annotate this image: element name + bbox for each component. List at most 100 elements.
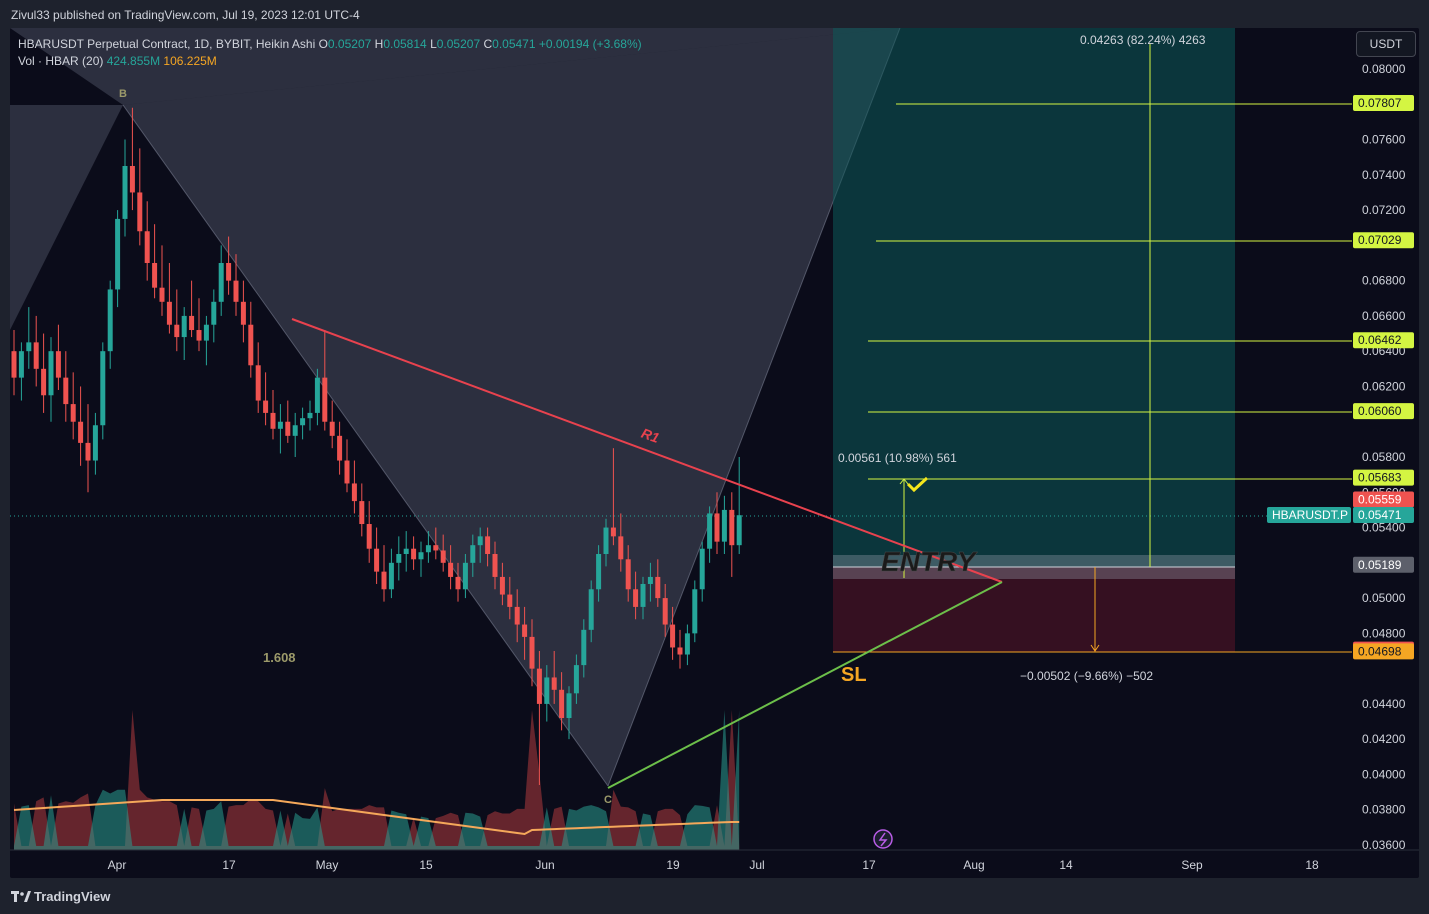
- candle-body: [477, 536, 483, 546]
- symbol-tag-label: HBARUSDT.P: [1272, 508, 1348, 522]
- candle-body: [248, 324, 254, 366]
- brand-name[interactable]: TradingView: [34, 889, 111, 904]
- pattern-point-b: B: [119, 88, 127, 100]
- candle-body: [455, 576, 461, 590]
- price-tag: [1353, 507, 1414, 524]
- currency-button[interactable]: USDT: [1356, 31, 1416, 57]
- candle-body: [70, 404, 76, 422]
- candle-body: [492, 554, 498, 577]
- candle-body: [366, 524, 372, 549]
- candle-body: [485, 536, 491, 554]
- candle-body: [411, 548, 417, 560]
- candle-body: [566, 693, 572, 719]
- candle-body: [48, 351, 54, 396]
- volume-ma-value: 106.225M: [163, 54, 217, 68]
- candle-body: [233, 280, 239, 302]
- time-tick-label: Jul: [749, 858, 764, 872]
- candle-body: [699, 548, 705, 590]
- symbol-name[interactable]: HBARUSDT Perpetual Contract, 1D, BYBIT, …: [18, 37, 316, 51]
- price-tag: [1353, 232, 1414, 249]
- candle-body: [351, 483, 357, 502]
- candle-body: [596, 554, 602, 590]
- time-tick-label: 14: [1059, 858, 1073, 872]
- price-tag-value: 0.07029: [1358, 233, 1402, 247]
- close-label: C: [483, 37, 493, 51]
- candle-body: [218, 263, 224, 302]
- stop-loss-label: SL: [841, 664, 867, 686]
- price-tick-label: 0.04400: [1362, 697, 1406, 711]
- time-tick-label: Sep: [1181, 858, 1203, 872]
- candle-body: [618, 536, 624, 560]
- price-tick-label: 0.05400: [1362, 521, 1406, 535]
- candle-body: [433, 545, 439, 551]
- candle-body: [403, 548, 409, 554]
- candle-body: [707, 513, 713, 549]
- harmonic-left-triangle: [10, 105, 123, 330]
- support-trendline: [607, 581, 1003, 789]
- bolt-icon: [873, 829, 893, 849]
- price-tick-label: 0.05000: [1362, 591, 1406, 605]
- candle-body: [559, 689, 565, 719]
- candle-body: [462, 562, 468, 590]
- profit-zone: [833, 28, 1235, 567]
- candle-body: [388, 562, 394, 590]
- legend-row-volume: Vol · HBAR (20) 424.855M 106.225M: [18, 53, 642, 70]
- candle-body: [633, 589, 639, 607]
- loss-zone: [833, 567, 1235, 652]
- price-tag-value: 0.05683: [1358, 471, 1402, 485]
- time-tick-label: 18: [1305, 858, 1319, 872]
- candle-body: [573, 665, 579, 694]
- price-tags: 0.07807 0.07029 0.06462 0.06060 0.05683 0.055…: [1267, 95, 1414, 660]
- chart-frame[interactable]: B C 1.608 R1 ENTRY SL 0.04263 (82.24%) 4…: [10, 28, 1419, 878]
- candle-body: [18, 351, 24, 378]
- price-tag: [1353, 556, 1414, 573]
- candle-body: [144, 231, 150, 263]
- time-tick-label: 17: [862, 858, 876, 872]
- price-tick-label: 0.06600: [1362, 309, 1406, 323]
- candle-body: [92, 425, 98, 461]
- candle-body: [721, 509, 727, 542]
- candle-body: [470, 545, 476, 563]
- close-value: 0.05471: [492, 37, 536, 51]
- candle-body: [152, 263, 158, 288]
- candle-body: [499, 576, 505, 595]
- candle-body: [337, 435, 343, 461]
- price-tick-label: 0.07200: [1362, 203, 1406, 217]
- candle-body: [507, 594, 513, 607]
- move-label: 0.00561 (10.98%) 561: [838, 451, 957, 465]
- footer-bar: TradingView: [0, 878, 1429, 914]
- publisher-text: Zivul33 published on TradingView.com, Ju…: [11, 8, 360, 22]
- candle-body: [692, 589, 698, 634]
- candle-body: [55, 351, 61, 378]
- volume-label[interactable]: Vol · HBAR (20): [18, 54, 104, 68]
- candle-body: [381, 571, 387, 590]
- price-tag-value: 0.04698: [1358, 644, 1402, 658]
- candle-body: [425, 545, 431, 553]
- candle-body: [603, 527, 609, 554]
- price-tag: [1353, 469, 1414, 486]
- price-tag: [1353, 643, 1414, 660]
- candle-body: [736, 515, 742, 546]
- candle-body: [277, 421, 283, 429]
- harmonic-bc-triangle: [123, 28, 900, 786]
- time-tick-label: Apr: [108, 858, 127, 872]
- candle-body: [78, 421, 84, 443]
- candle-body: [292, 425, 298, 436]
- price-tag-value: 0.05559: [1358, 493, 1402, 507]
- candle-body: [647, 576, 653, 584]
- candle-body: [63, 377, 69, 405]
- candle-body: [322, 377, 328, 422]
- time-axis: Apr 17 May 15 Jun 19 Jul 17 Aug 14 Sep 18: [10, 849, 1419, 872]
- time-tick-label: Aug: [963, 858, 984, 872]
- candle-body: [662, 598, 668, 625]
- candle-body: [581, 629, 587, 666]
- price-chart[interactable]: B C 1.608 R1 ENTRY SL 0.04263 (82.24%) 4…: [10, 28, 1419, 878]
- high-label: H: [374, 37, 384, 51]
- candle-body: [536, 668, 542, 704]
- candle-body: [448, 562, 454, 577]
- loss-label: −0.00502 (−9.66%) −502: [1020, 669, 1153, 683]
- candles: [11, 107, 742, 786]
- candle-body: [181, 315, 187, 338]
- harmonic-top-triangle: [10, 28, 900, 105]
- price-tick-label: 0.03600: [1362, 838, 1406, 852]
